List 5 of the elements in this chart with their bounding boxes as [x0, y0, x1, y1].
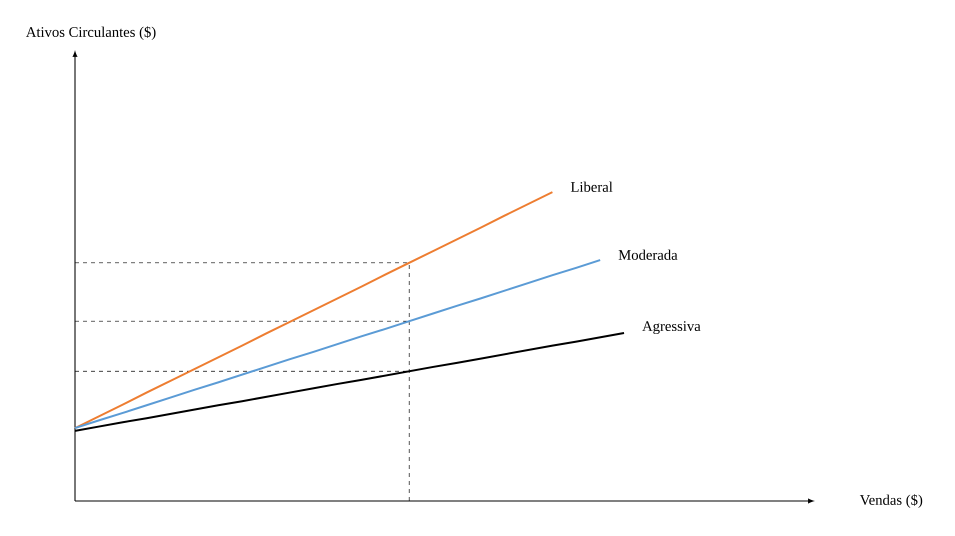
series-label: Agressiva: [642, 321, 701, 334]
series-label: Moderada: [618, 250, 678, 260]
text: Ativos Circulantes ($): [26, 26, 156, 40]
series-label: Liberal: [570, 182, 613, 192]
x-axis-title: Vendas ($): [860, 494, 922, 508]
